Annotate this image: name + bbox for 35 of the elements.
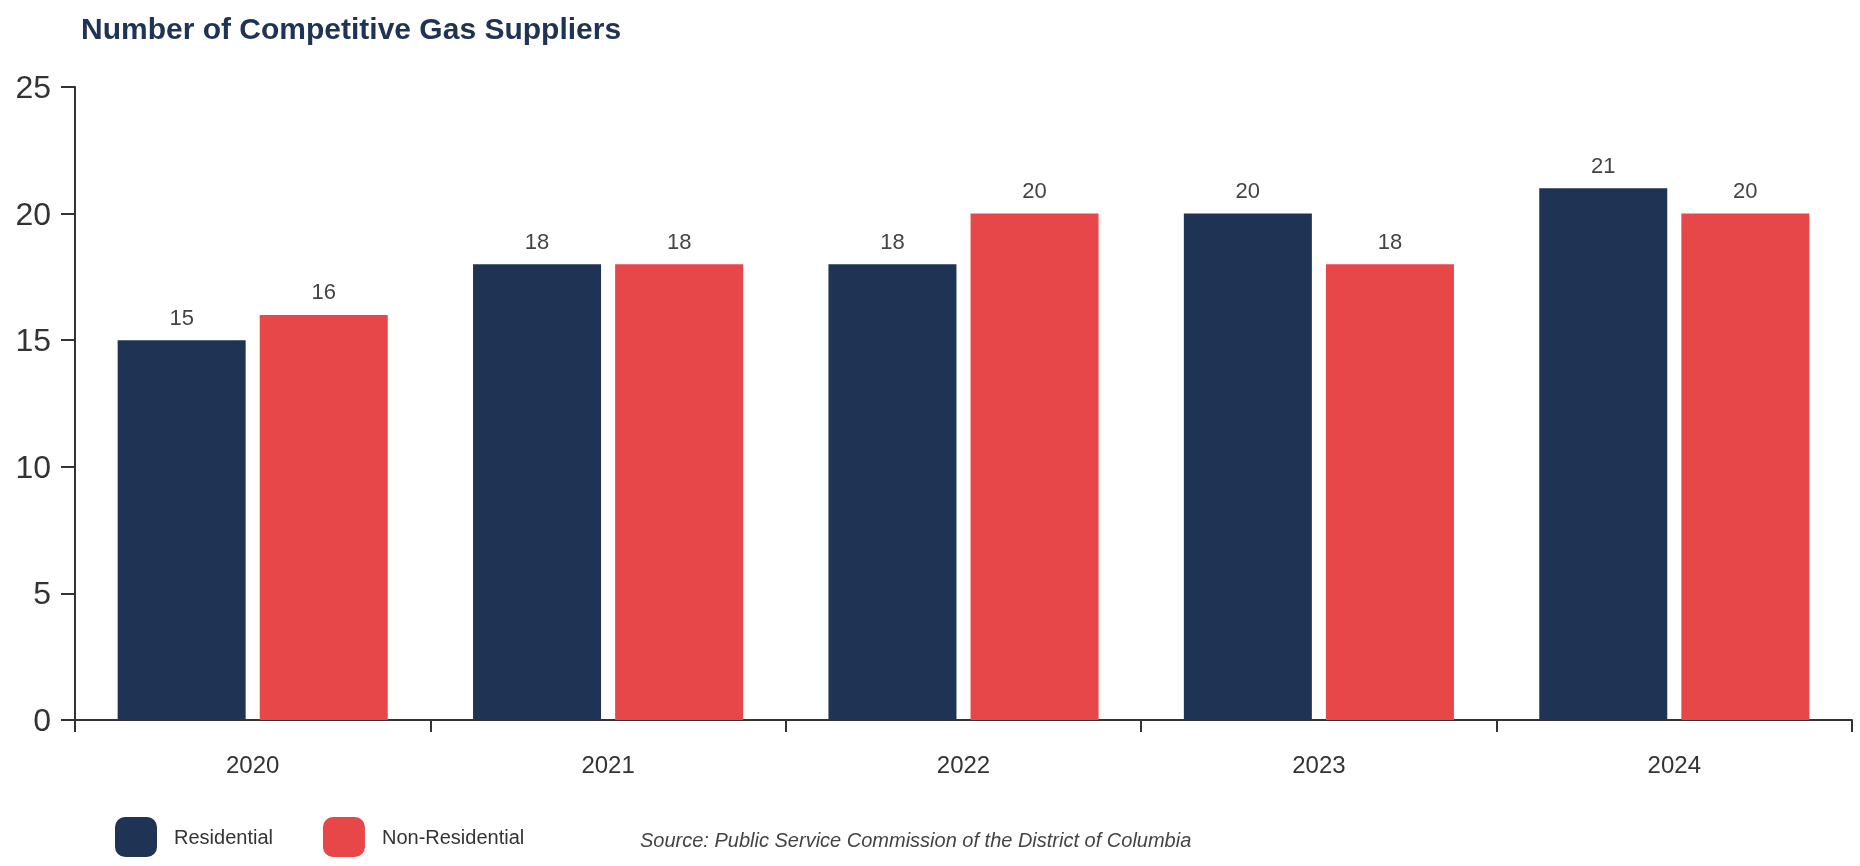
x-tick-label: 2021 <box>581 750 635 778</box>
y-tick-label: 25 <box>15 69 51 105</box>
x-tick-label: 2022 <box>936 750 991 778</box>
data-label: 18 <box>880 228 905 254</box>
y-tick-label: 0 <box>33 702 51 738</box>
bar <box>473 264 602 720</box>
x-tick-label: 2024 <box>1647 750 1701 778</box>
data-label: 21 <box>1591 152 1616 178</box>
bar <box>615 264 744 720</box>
data-label: 18 <box>524 228 550 254</box>
y-tick-label: 10 <box>15 448 51 485</box>
source-note: Source: Public Service Commission of the District of Columbia <box>640 829 1192 851</box>
y-tick-label: 20 <box>15 195 51 232</box>
bar <box>828 264 957 720</box>
bar <box>1681 213 1810 720</box>
data-label: 20 <box>1235 178 1261 204</box>
x-tick-label: 2023 <box>1292 750 1346 778</box>
x-tick-label: 2020 <box>226 750 280 778</box>
bar <box>1539 188 1668 720</box>
data-label: 18 <box>1377 228 1403 254</box>
bar <box>1183 213 1312 720</box>
bar <box>259 314 388 720</box>
data-label: 18 <box>666 228 692 254</box>
bar <box>1325 264 1454 720</box>
chart-title: Number of Competitive Gas Suppliers <box>81 11 622 45</box>
data-label: 20 <box>1733 178 1758 204</box>
bar <box>117 340 246 720</box>
bar <box>970 213 1099 720</box>
data-label: 15 <box>169 304 194 330</box>
legend-label: Non-Residential <box>381 826 525 848</box>
data-label: 20 <box>1022 178 1047 204</box>
y-tick-label: 5 <box>33 575 51 612</box>
data-label: 16 <box>311 279 336 305</box>
y-tick-label: 15 <box>15 322 51 359</box>
legend-label: Residential <box>174 826 273 848</box>
